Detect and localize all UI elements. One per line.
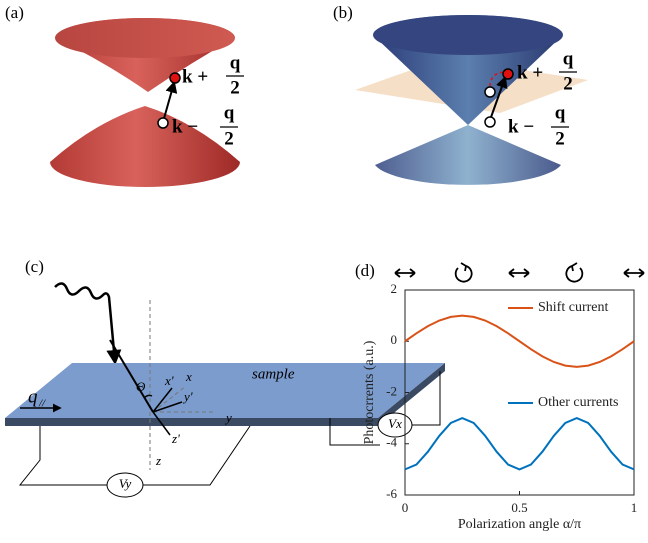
figure: (a) k + q 2 k − q 2 (b) k + q 2 k − q 2 … xyxy=(0,0,648,543)
y-tick-label: -6 xyxy=(386,486,397,501)
x-axis-title: Polarization angle α/π xyxy=(458,517,581,532)
wave-vector: q xyxy=(28,386,38,407)
y-axis-title: Photocrrents (a.u.) xyxy=(362,340,377,444)
panel-label: (a) xyxy=(5,3,24,22)
panel-label: (c) xyxy=(25,257,44,276)
math-label: k − xyxy=(172,116,198,137)
math-label: 2 xyxy=(230,77,240,98)
sample-label: sample xyxy=(252,366,295,382)
chart: -6 -4 -2 0 2 0 0.5 1 Polarization angle α/π Photo… xyxy=(362,281,637,532)
wave-vector-subscript: // xyxy=(38,398,46,410)
math-label: k − xyxy=(508,116,534,137)
axis-label: x' xyxy=(164,373,174,388)
series-line xyxy=(405,418,634,469)
math-label: 2 xyxy=(563,73,573,94)
panel-label: (b) xyxy=(333,3,353,22)
math-label: k + xyxy=(182,66,208,87)
series-line xyxy=(405,316,634,367)
polarization-icons xyxy=(395,263,644,282)
math-label: q xyxy=(555,102,566,123)
cones-a xyxy=(50,18,240,187)
panel-label: (d) xyxy=(355,261,375,280)
x-tick-label: 0 xyxy=(402,500,409,515)
angle-label: Θ xyxy=(136,379,146,394)
voltmeter-label: Vy xyxy=(119,476,132,491)
y-tick-label: -4 xyxy=(386,435,397,450)
math-label: 2 xyxy=(224,128,234,149)
axis-label: y' xyxy=(182,389,193,404)
setup-drawing xyxy=(5,283,445,497)
cones-b xyxy=(355,15,588,185)
math-label: 2 xyxy=(555,128,565,149)
axis-label: z' xyxy=(171,431,180,446)
voltmeter-label: Vx xyxy=(388,416,402,431)
axis-label: y xyxy=(224,410,232,425)
axis-label: x xyxy=(185,369,192,384)
axis-label: z xyxy=(155,453,161,468)
y-tick-label: -2 xyxy=(386,383,397,398)
legend-label: Other currents xyxy=(538,395,618,410)
math-label: q xyxy=(224,102,235,123)
x-tick-label: 0.5 xyxy=(511,500,527,515)
y-tick-label: 2 xyxy=(391,281,398,296)
legend-label: Shift current xyxy=(538,300,608,315)
math-label: q xyxy=(230,52,241,73)
math-label: q xyxy=(563,48,574,69)
y-tick-label: 0 xyxy=(391,332,398,347)
x-tick-label: 1 xyxy=(631,500,638,515)
math-label: k + xyxy=(517,62,543,83)
